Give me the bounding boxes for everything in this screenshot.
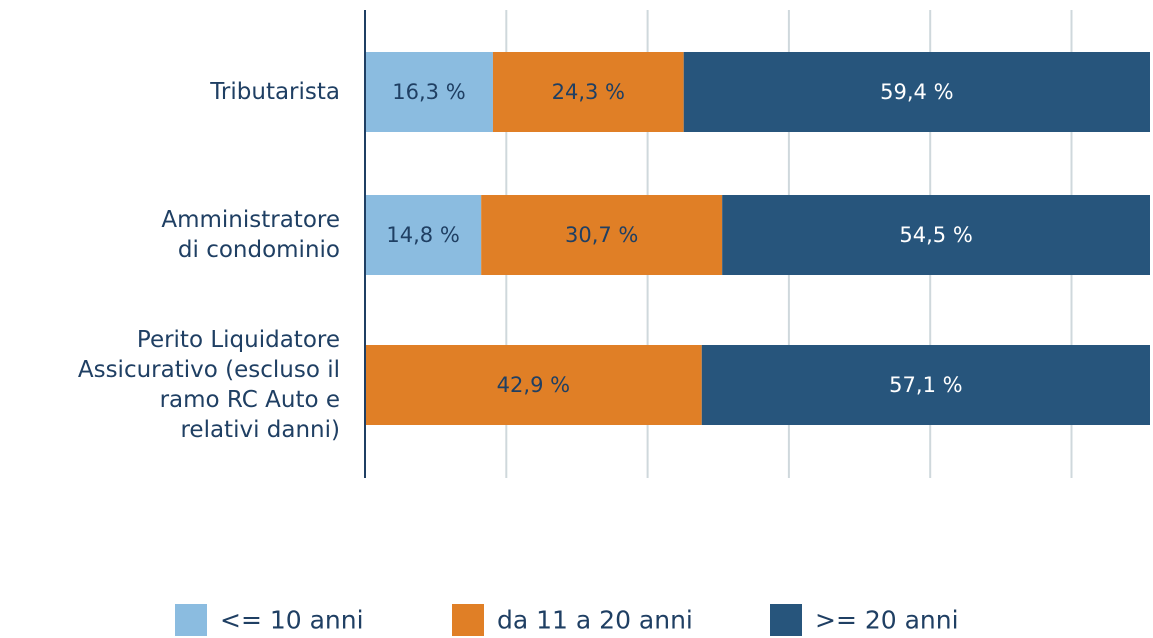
bar-segment — [365, 345, 702, 425]
legend-swatch — [770, 604, 802, 636]
category-label: Tributarista — [210, 79, 340, 105]
category-label: Perito Liquidatore Assicurativo (escluso… — [77, 327, 340, 443]
legend-label: >= 20 anni — [815, 606, 959, 635]
legend-label: <= 10 anni — [220, 606, 364, 635]
legend-label: da 11 a 20 anni — [497, 606, 693, 635]
bar-segment — [365, 195, 482, 275]
data-label: 57,1 % — [889, 373, 962, 397]
bar-segment — [683, 52, 1150, 132]
data-label: 54,5 % — [899, 223, 972, 247]
bar-segment — [365, 52, 493, 132]
data-label: 30,7 % — [565, 223, 638, 247]
bar-segment — [481, 195, 723, 275]
legend-swatch — [452, 604, 484, 636]
data-label: 42,9 % — [497, 373, 570, 397]
bar-segment — [722, 195, 1150, 275]
data-label: 24,3 % — [552, 80, 625, 104]
data-label: 14,8 % — [386, 223, 459, 247]
bar-segment — [492, 52, 684, 132]
category-label: Amministratore di condominio — [161, 207, 340, 263]
data-label: 59,4 % — [880, 80, 953, 104]
bar-segment — [701, 345, 1150, 425]
legend-swatch — [175, 604, 207, 636]
data-label: 16,3 % — [392, 80, 465, 104]
